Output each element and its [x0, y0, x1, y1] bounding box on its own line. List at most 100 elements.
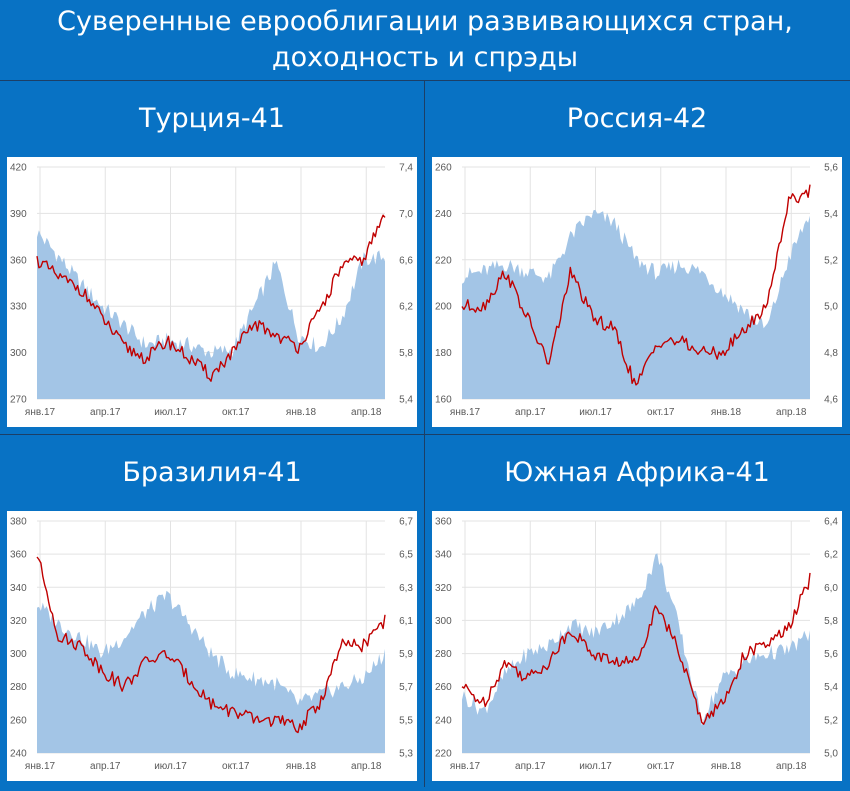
left-axis-tick-label: 180	[435, 348, 452, 359]
left-axis-tick-label: 360	[435, 517, 452, 528]
left-axis-tick-label: 320	[10, 616, 27, 627]
panel-title-turkey: Турция-41	[139, 103, 285, 134]
right-axis-tick-label: 6,0	[824, 583, 838, 594]
right-axis-tick-label: 5,0	[824, 302, 838, 313]
panel-turkey: Турция-41 420 390 360 330 300 270 7,4 7,0 6,6 6,2…	[0, 81, 424, 437]
right-axis-tick-label: 5,2	[824, 715, 838, 726]
left-axis-tick-label: 280	[435, 649, 452, 660]
left-axis-tick-label: 360	[10, 255, 27, 266]
left-axis-tick-label: 160	[435, 395, 452, 406]
x-axis-tick-label: янв.18	[711, 407, 742, 418]
left-axis-tick-label: 260	[435, 682, 452, 693]
x-axis-tick-label: июл.17	[154, 761, 187, 772]
right-axis-tick-label: 5,4	[399, 395, 413, 406]
x-axis-tick-label: апр.17	[515, 407, 546, 418]
left-axis-tick-label: 260	[10, 715, 27, 726]
right-axis-tick-label: 7,0	[399, 209, 413, 220]
left-axis-tick-label: 320	[435, 583, 452, 594]
x-axis-tick-label: апр.17	[90, 407, 121, 418]
right-axis-tick-label: 4,8	[824, 348, 838, 359]
yield-line-series	[36, 556, 386, 734]
spread-area-series	[462, 209, 810, 399]
left-axis-tick-label: 200	[435, 302, 452, 313]
x-axis-tick-label: апр.17	[90, 761, 121, 772]
divider-vertical	[424, 80, 425, 787]
x-axis-tick-label: апр.18	[776, 761, 807, 772]
chart-turkey: 420 390 360 330 300 270 7,4 7,0 6,6 6,2 5,8 5,4 янв.…	[10, 163, 413, 419]
spread-area-series	[37, 230, 385, 399]
spread-area-series	[37, 590, 385, 753]
left-axis-tick-label: 220	[435, 749, 452, 760]
left-axis-tick-label: 240	[10, 749, 27, 760]
left-axis-tick-label: 240	[435, 209, 452, 220]
left-axis-tick-label: 260	[435, 163, 452, 174]
right-axis-tick-label: 5,3	[399, 749, 413, 760]
panel-south-africa: Южная Африка-41 360 340 320 300 280 260 240 220…	[425, 435, 849, 791]
right-axis-tick-label: 5,8	[824, 616, 838, 627]
left-axis-tick-label: 340	[10, 583, 27, 594]
x-axis-tick-label: апр.18	[351, 761, 382, 772]
right-axis-tick-label: 5,6	[824, 163, 838, 174]
right-axis-tick-label: 6,7	[399, 517, 413, 528]
right-axis-tick-label: 5,7	[399, 682, 413, 693]
x-axis-tick-label: июл.17	[579, 407, 612, 418]
x-axis-tick-label: окт.17	[222, 761, 250, 772]
right-axis-tick-label: 5,6	[824, 649, 838, 660]
panel-title-brazil: Бразилия-41	[122, 457, 302, 488]
divider-middle	[0, 434, 850, 435]
left-axis-tick-label: 420	[10, 163, 27, 174]
left-axis-tick-label: 300	[10, 348, 27, 359]
chart-south-africa: 360 340 320 300 280 260 240 220 6,4 6,2 6,0 5,8 5,6 5…	[435, 517, 838, 773]
x-axis-tick-label: янв.17	[25, 761, 56, 772]
chart-box-turkey: 420 390 360 330 300 270 7,4 7,0 6,6 6,2 5,8 5,4 янв.…	[7, 157, 417, 427]
chart-brazil: 380 360 340 320 300 280 260 240 6,7 6,5 6,3 6,1 5,9 5…	[10, 517, 413, 773]
right-axis-tick-label: 5,4	[824, 682, 838, 693]
yield-line-series	[36, 214, 386, 382]
left-axis-tick-label: 280	[10, 682, 27, 693]
left-axis-tick-label: 300	[10, 649, 27, 660]
x-axis-tick-label: июл.17	[154, 407, 187, 418]
right-axis-tick-label: 6,1	[399, 616, 413, 627]
panel-russia: Россия-42 260 240 220 200 180 160 5,6 5,4 5,2 5,0…	[425, 81, 849, 437]
main-title-line-2: доходность и спрэды	[271, 42, 579, 73]
chart-box-russia: 260 240 220 200 180 160 5,6 5,4 5,2 5,0 4,8 4,6 янв.…	[432, 157, 842, 427]
right-axis-tick-label: 5,2	[824, 255, 838, 266]
left-axis-tick-label: 240	[435, 715, 452, 726]
left-axis-tick-label: 390	[10, 209, 27, 220]
x-axis-tick-label: янв.17	[25, 407, 56, 418]
x-axis-tick-label: янв.18	[286, 761, 317, 772]
x-axis-tick-label: апр.18	[776, 407, 807, 418]
x-axis-tick-label: окт.17	[647, 407, 675, 418]
yield-line-series	[461, 184, 811, 386]
right-axis-tick-label: 5,9	[399, 649, 413, 660]
x-axis-tick-label: окт.17	[647, 761, 675, 772]
right-axis-tick-label: 6,2	[399, 302, 413, 313]
x-axis-tick-label: янв.18	[286, 407, 317, 418]
right-axis-tick-label: 4,6	[824, 395, 838, 406]
right-axis-tick-label: 6,6	[399, 255, 413, 266]
right-axis-tick-label: 6,3	[399, 583, 413, 594]
chart-box-south-africa: 360 340 320 300 280 260 240 220 6,4 6,2 6,0 5,8 5,6 5…	[432, 511, 842, 781]
right-axis-tick-label: 5,5	[399, 715, 413, 726]
right-axis-tick-label: 6,5	[399, 550, 413, 561]
panel-title-south-africa: Южная Африка-41	[504, 457, 770, 488]
right-axis-tick-label: 6,4	[824, 517, 838, 528]
chart-box-brazil: 380 360 340 320 300 280 260 240 6,7 6,5 6,3 6,1 5,9 5…	[7, 511, 417, 781]
left-axis-tick-label: 330	[10, 302, 27, 313]
left-axis-tick-label: 360	[10, 550, 27, 561]
right-axis-tick-label: 6,2	[824, 550, 838, 561]
left-axis-tick-label: 300	[435, 616, 452, 627]
panel-brazil: Бразилия-41 380 360 340 320 300 280 260 240 6,7 6…	[0, 435, 424, 791]
x-axis-tick-label: апр.18	[351, 407, 382, 418]
left-axis-tick-label: 340	[435, 550, 452, 561]
yield-line-series	[461, 572, 811, 725]
right-axis-tick-label: 5,4	[824, 209, 838, 220]
x-axis-tick-label: янв.17	[450, 761, 481, 772]
right-axis-tick-label: 5,0	[824, 749, 838, 760]
divider-top	[0, 80, 850, 81]
main-title: Суверенные еврооблигации развивающихся с…	[0, 4, 850, 76]
x-axis-tick-label: окт.17	[222, 407, 250, 418]
left-axis-tick-label: 220	[435, 255, 452, 266]
left-axis-tick-label: 270	[10, 395, 27, 406]
x-axis-tick-label: апр.17	[515, 761, 546, 772]
